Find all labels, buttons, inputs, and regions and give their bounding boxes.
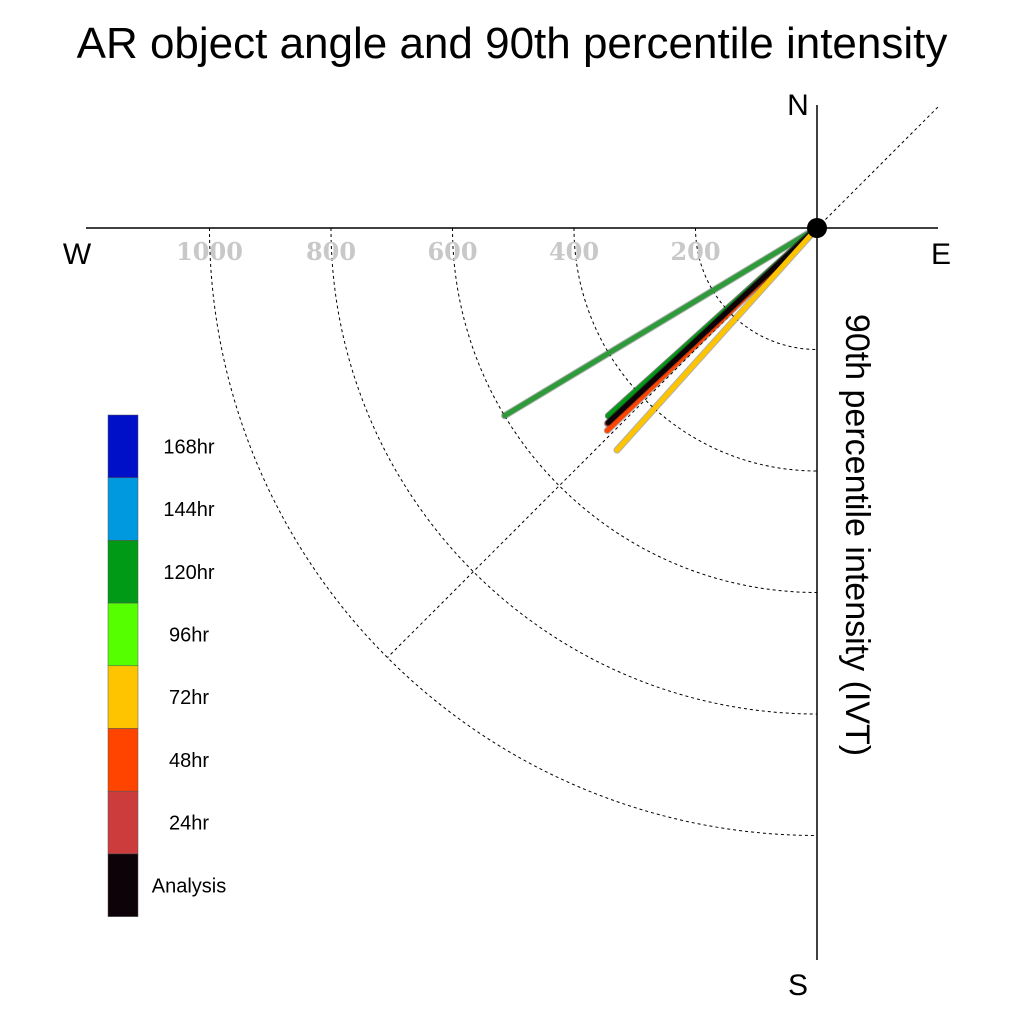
legend-label-48hr: 48hr bbox=[169, 750, 209, 772]
legend-swatch-96hr bbox=[107, 602, 139, 667]
grid-arc-800 bbox=[330, 227, 818, 715]
legend-swatch-168hr bbox=[107, 414, 139, 478]
legend-label-144hr: 144hr bbox=[163, 499, 214, 521]
tick-label-1000: 1000 bbox=[176, 237, 243, 266]
legend-label-72hr: 72hr bbox=[169, 687, 209, 709]
legend-swatch-24hr bbox=[107, 790, 139, 855]
vector-analysis-5 bbox=[605, 225, 820, 426]
tick-label-200: 200 bbox=[670, 237, 720, 266]
tick-label-800: 800 bbox=[306, 237, 356, 266]
vector-120hr-0 bbox=[502, 225, 820, 419]
grid-arc-1000 bbox=[209, 227, 818, 836]
legend: 168hr 144hr 120hr 96hr 72hr 48hr 24hr Analysis bbox=[107, 414, 226, 917]
compass-south: S bbox=[788, 969, 808, 1002]
compass-north: N bbox=[787, 89, 809, 122]
vector-72hr-6 bbox=[614, 225, 820, 453]
legend-swatch-72hr bbox=[107, 665, 139, 729]
grid-arc-600 bbox=[452, 227, 818, 593]
legend-label-168hr: 168hr bbox=[163, 436, 214, 458]
diagonal-guide-sw bbox=[387, 227, 818, 658]
diagonal-guide-ne bbox=[816, 104, 941, 229]
legend-label-24hr: 24hr bbox=[169, 813, 209, 835]
legend-swatch-analysis bbox=[107, 853, 139, 917]
legend-swatch-144hr bbox=[107, 477, 139, 541]
polar-grid bbox=[209, 227, 818, 836]
tick-label-400: 400 bbox=[549, 237, 599, 266]
legend-label-96hr: 96hr bbox=[169, 624, 209, 646]
origin-marker bbox=[807, 218, 827, 238]
angle-intensity-vectors bbox=[501, 224, 821, 454]
legend-label-120hr: 120hr bbox=[163, 562, 214, 584]
legend-swatch-120hr bbox=[107, 540, 139, 604]
chart-title: AR object angle and 90th percentile inte… bbox=[77, 19, 948, 68]
legend-label-analysis: Analysis bbox=[152, 875, 226, 897]
compass-east: E bbox=[931, 238, 951, 271]
legend-swatch-48hr bbox=[107, 728, 139, 792]
grid-arc-400 bbox=[573, 227, 818, 472]
grid-arc-200 bbox=[695, 227, 818, 350]
tick-label-600: 600 bbox=[427, 237, 477, 266]
y-axis-label: 90th percentile intensity (IVT) bbox=[838, 314, 876, 756]
compass-west: W bbox=[63, 238, 92, 271]
radial-tick-labels: 200 400 600 800 1000 bbox=[176, 237, 720, 266]
